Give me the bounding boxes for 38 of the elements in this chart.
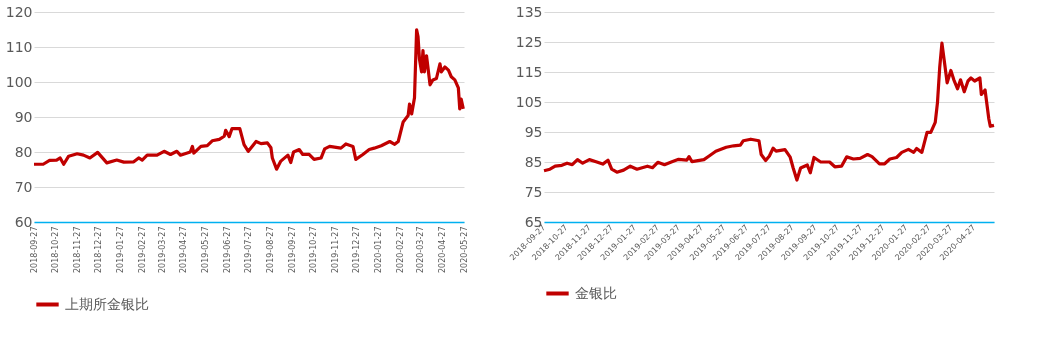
x-tick-label: 2019-10-27: [308, 226, 318, 273]
x-tick-label: 2019-02-27: [137, 226, 147, 273]
y-tick-label: 75: [524, 183, 543, 200]
y-tick-label: 85: [524, 153, 543, 170]
x-tick-label: 2018-10-27: [50, 226, 60, 273]
x-tick-label: 2020-02-27: [395, 226, 405, 273]
legend-label: 上期所金银比: [65, 295, 149, 312]
y-tick-label: 100: [5, 73, 33, 90]
y-tick-label: 135: [515, 3, 543, 20]
x-tick-label: 2019-06-27: [222, 226, 232, 273]
x-tick-label: 2020-03-27: [416, 226, 426, 273]
y-tick-label: 115: [515, 63, 543, 80]
x-tick-label: 2019-12-27: [352, 226, 361, 273]
y-tick-label: 90: [14, 108, 33, 125]
x-tick-label: 2020-04-27: [438, 226, 448, 273]
x-tick-label: 2019-03-27: [157, 226, 167, 273]
x-tick-label: 2018-09-27: [29, 226, 39, 273]
x-tick-label: 2019-01-27: [115, 226, 125, 273]
x-tick-label: 2019-08-27: [265, 226, 275, 273]
legend-label: 金银比: [575, 284, 617, 301]
x-tick-label: 2020-05-27: [459, 226, 469, 273]
x-tick-label: 2019-05-27: [200, 226, 210, 273]
x-tick-label: 2020-01-27: [373, 226, 383, 273]
line-series: [32, 28, 465, 171]
y-tick-label: 105: [515, 93, 543, 110]
x-tick-label: 2018-11-27: [72, 226, 82, 273]
y-tick-label: 120: [5, 3, 33, 20]
y-tick-label: 95: [524, 123, 543, 140]
x-tick-label: 2019-04-27: [179, 226, 189, 273]
x-tick-label: 2019-09-27: [287, 226, 297, 273]
y-tick-label: 70: [14, 178, 33, 195]
x-tick-label: 2019-11-27: [330, 226, 340, 273]
y-tick-label: 125: [515, 33, 543, 50]
x-tick-label: 2019-07-27: [243, 226, 253, 273]
x-tick-label: 2018-12-27: [93, 226, 103, 273]
y-tick-label: 80: [14, 143, 33, 160]
y-tick-label: 110: [5, 38, 33, 55]
line-series: [542, 41, 996, 182]
